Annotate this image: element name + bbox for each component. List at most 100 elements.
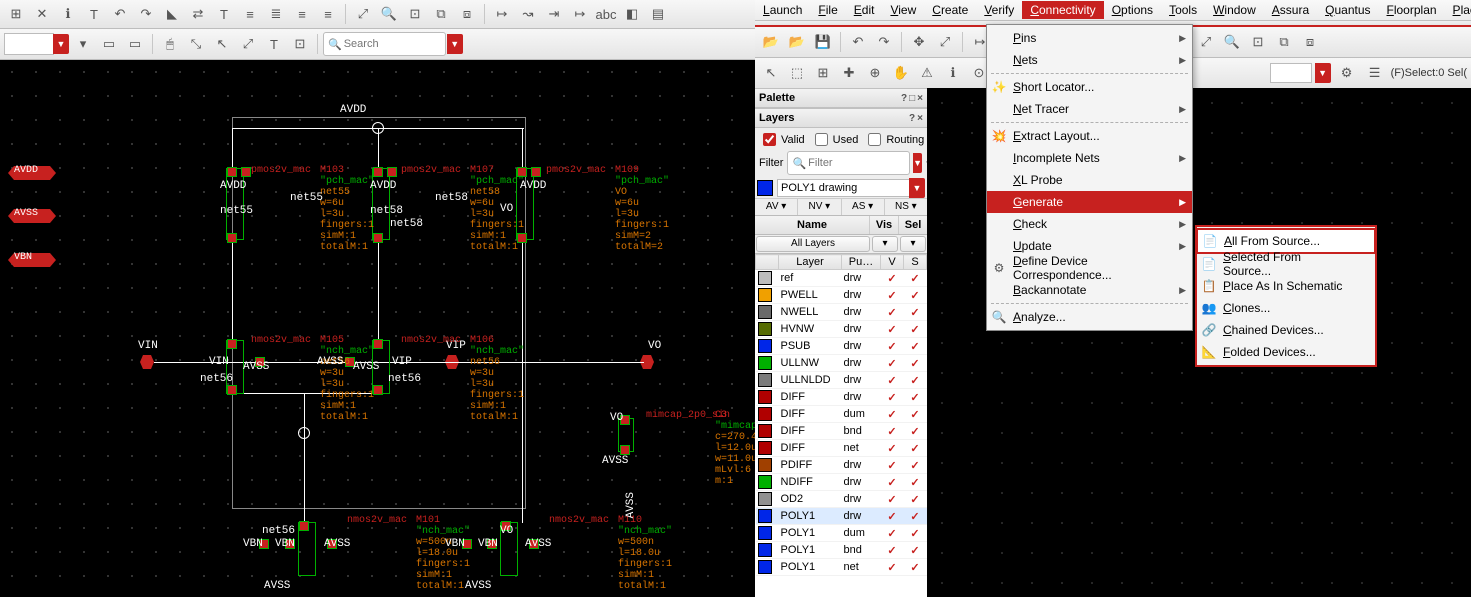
- gear-icon[interactable]: ⚙: [1335, 61, 1359, 85]
- set-ns[interactable]: NS ▾: [885, 199, 927, 215]
- valid-checkbox[interactable]: Valid: [759, 130, 805, 149]
- toolbar-button[interactable]: ⬚: [785, 61, 809, 85]
- toolbar-button[interactable]: ⚠: [915, 61, 939, 85]
- filter-input[interactable]: [806, 156, 905, 170]
- toolbar-button[interactable]: ≡: [290, 2, 314, 26]
- toolbar-button[interactable]: ≡: [316, 2, 340, 26]
- menu-row[interactable]: Backannotate▶: [987, 279, 1192, 301]
- toolbar-button[interactable]: ⊡: [403, 2, 427, 26]
- toolbar-button[interactable]: T: [262, 32, 286, 56]
- toolbar-button[interactable]: ≡: [238, 2, 262, 26]
- help-icon[interactable]: ?: [909, 113, 915, 124]
- menu-row[interactable]: 💥Extract Layout...: [987, 125, 1192, 147]
- layer-row[interactable]: NWELLdrw✓✓: [756, 304, 927, 321]
- toolbar-button[interactable]: ↖: [210, 32, 234, 56]
- schematic-canvas[interactable]: AVDD AVDD AVSS VBN VIN VIP VO: [0, 60, 755, 597]
- menu-row[interactable]: ⚙Define Device Correspondence...: [987, 257, 1192, 279]
- toolbar-button[interactable]: ⧉: [1272, 30, 1296, 54]
- layer-row[interactable]: ULLNLDDdrw✓✓: [756, 372, 927, 389]
- generate-submenu[interactable]: 📄All From Source...📄Selected From Source…: [1195, 225, 1377, 367]
- layer-row[interactable]: POLY1net✓✓: [756, 559, 927, 576]
- layer-row[interactable]: POLY1bnd✓✓: [756, 542, 927, 559]
- toolbar-button[interactable]: ▾: [71, 32, 95, 56]
- menu-row[interactable]: Incomplete Nets▶: [987, 147, 1192, 169]
- layer-row[interactable]: DIFFdrw✓✓: [756, 389, 927, 406]
- toolbar-button[interactable]: ⧉: [429, 2, 453, 26]
- filter-dropdown[interactable]: ▼: [913, 153, 922, 173]
- toolbar-button[interactable]: ⤢: [351, 2, 375, 26]
- menu-row[interactable]: Check▶: [987, 213, 1192, 235]
- toolbar-button[interactable]: ℹ: [941, 61, 965, 85]
- menu-options[interactable]: Options: [1104, 1, 1161, 19]
- layer-row[interactable]: refdrw✓✓: [756, 270, 927, 287]
- toolbar-button[interactable]: 📂: [785, 30, 809, 54]
- layer-row[interactable]: DIFFbnd✓✓: [756, 423, 927, 440]
- toolbar-button[interactable]: ◣: [160, 2, 184, 26]
- layer-row[interactable]: OD2drw✓✓: [756, 491, 927, 508]
- set-av[interactable]: AV ▾: [755, 199, 798, 215]
- menu-tools[interactable]: Tools: [1161, 1, 1205, 19]
- submenu-row[interactable]: 📋Place As In Schematic: [1197, 275, 1375, 297]
- toolbar-button[interactable]: ⤢: [236, 32, 260, 56]
- submenu-row[interactable]: 🔗Chained Devices...: [1197, 319, 1375, 341]
- menu-row[interactable]: Net Tracer▶: [987, 98, 1192, 120]
- toolbar-button[interactable]: ⇄: [186, 2, 210, 26]
- toolbar-button[interactable]: ↷: [872, 30, 896, 54]
- toolbar-button[interactable]: 🖱: [158, 32, 182, 56]
- routing-checkbox[interactable]: Routing: [864, 130, 924, 149]
- help-icon[interactable]: ?: [901, 93, 907, 104]
- layer-row[interactable]: DIFFdum✓✓: [756, 406, 927, 423]
- toolbar-button[interactable]: ⤡: [184, 32, 208, 56]
- menu-quantus[interactable]: Quantus: [1317, 1, 1378, 19]
- toolbar-button[interactable]: ↷: [134, 2, 158, 26]
- menu-row[interactable]: Nets▶: [987, 49, 1192, 71]
- layers-table[interactable]: Layer Pu… V S refdrw✓✓PWELLdrw✓✓NWELLdrw…: [755, 253, 927, 597]
- undock-icon[interactable]: □: [909, 93, 915, 104]
- toolbar-button[interactable]: ✚: [837, 61, 861, 85]
- toolbar-button[interactable]: ⊞: [811, 61, 835, 85]
- toolbar-button[interactable]: ↶: [108, 2, 132, 26]
- layout-menubar[interactable]: LaunchFileEditViewCreateVerifyConnectivi…: [755, 0, 1471, 21]
- menu-file[interactable]: File: [810, 1, 845, 19]
- menu-view[interactable]: View: [882, 1, 924, 19]
- toolbar-button[interactable]: ⊡: [1246, 30, 1270, 54]
- menu-edit[interactable]: Edit: [846, 1, 883, 19]
- toolbar-button[interactable]: ⊕: [863, 61, 887, 85]
- toolbar-button[interactable]: 📂: [759, 30, 783, 54]
- menu-create[interactable]: Create: [924, 1, 976, 19]
- toolbar-button[interactable]: ⧈: [1298, 30, 1322, 54]
- menu-row[interactable]: XL Probe: [987, 169, 1192, 191]
- layer-row[interactable]: HVNWdrw✓✓: [756, 321, 927, 338]
- filter-input-wrap[interactable]: 🔍: [787, 151, 910, 175]
- toolbar-button[interactable]: T: [212, 2, 236, 26]
- layout-dd[interactable]: ▼: [1315, 63, 1331, 83]
- toolbar-button[interactable]: ◧: [620, 2, 644, 26]
- menu-floorplan[interactable]: Floorplan: [1379, 1, 1445, 19]
- search-input-wrap[interactable]: 🔍: [323, 32, 446, 56]
- search-input[interactable]: [342, 37, 441, 51]
- set-nv[interactable]: NV ▾: [798, 199, 841, 215]
- palette-header[interactable]: Palette?□×: [755, 88, 927, 108]
- toolbar-button[interactable]: 🔍: [1220, 30, 1244, 54]
- toolbar-button[interactable]: ⇥: [542, 2, 566, 26]
- connectivity-menu[interactable]: Pins▶Nets▶✨Short Locator...Net Tracer▶💥E…: [986, 24, 1193, 331]
- toolbar-button[interactable]: 🔍: [377, 2, 401, 26]
- layer-row[interactable]: POLY1dum✓✓: [756, 525, 927, 542]
- layers-header[interactable]: Layers?×: [755, 108, 927, 128]
- submenu-row[interactable]: 👥Clones...: [1197, 297, 1375, 319]
- toolbar-button[interactable]: abc: [594, 2, 618, 26]
- toolbar-button[interactable]: ≣: [264, 2, 288, 26]
- toolbar-button[interactable]: ▭: [123, 32, 147, 56]
- search-dropdown[interactable]: ▼: [447, 34, 463, 54]
- set-as[interactable]: AS ▾: [842, 199, 885, 215]
- layer-row[interactable]: NDIFFdrw✓✓: [756, 474, 927, 491]
- menu-launch[interactable]: Launch: [755, 1, 810, 19]
- toolbar-button[interactable]: ⤢: [1194, 30, 1218, 54]
- close-icon[interactable]: ×: [917, 113, 923, 124]
- layer-row[interactable]: PSUBdrw✓✓: [756, 338, 927, 355]
- menu-connectivity[interactable]: Connectivity: [1022, 1, 1103, 19]
- layer-set-row[interactable]: AV ▾NV ▾AS ▾NS ▾: [755, 198, 927, 215]
- close-icon[interactable]: ×: [917, 93, 923, 104]
- toolbar-button[interactable]: ✋: [889, 61, 913, 85]
- list-icon[interactable]: ☰: [1363, 61, 1387, 85]
